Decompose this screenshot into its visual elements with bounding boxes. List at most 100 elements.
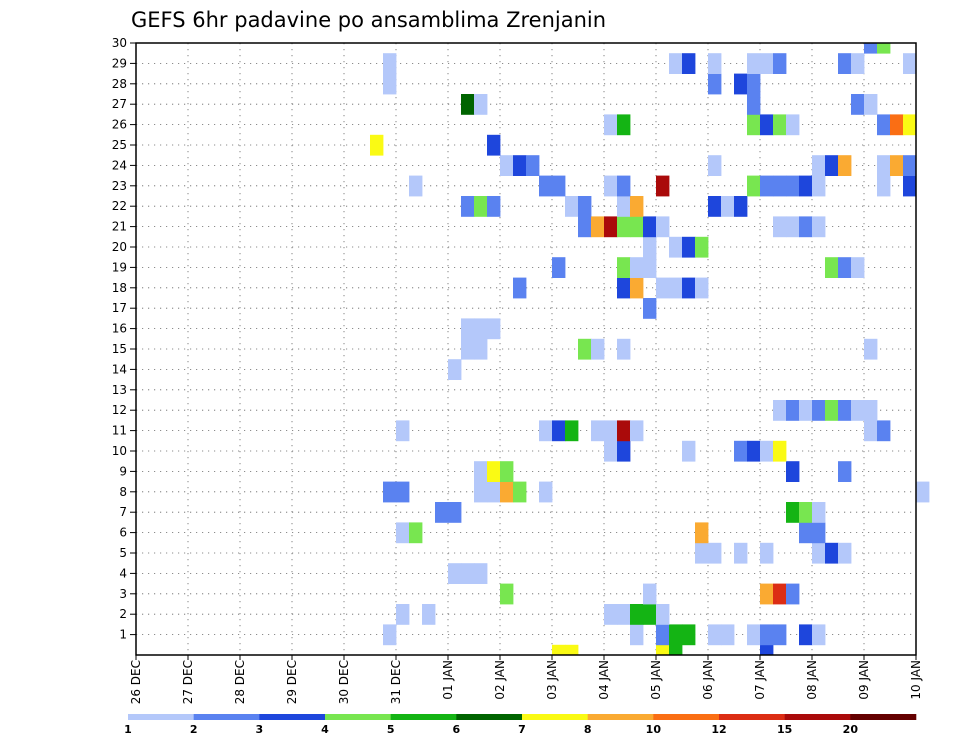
heatmap-cell (864, 338, 878, 360)
heatmap-cell (656, 624, 670, 646)
heatmap-cell (656, 216, 670, 238)
heatmap-cell (825, 400, 839, 421)
heatmap-cell (383, 481, 397, 503)
heatmap-cell (474, 481, 488, 503)
legend-level-label: 15 (777, 723, 792, 736)
heatmap-cells (370, 43, 930, 656)
heatmap-cell (539, 481, 553, 503)
heatmap-cell (708, 53, 722, 74)
heatmap-cell (500, 461, 514, 482)
legend-level-label: 7 (518, 723, 526, 736)
heatmap-cell (513, 155, 527, 176)
y-tick-label: 30 (112, 36, 127, 50)
legend-level-label: 3 (256, 723, 264, 736)
x-tick-label: 04 JAN (597, 660, 611, 700)
heatmap-cell (461, 196, 475, 217)
heatmap-cell (643, 583, 657, 605)
heatmap-cell (682, 440, 696, 462)
heatmap-cell (591, 420, 605, 442)
heatmap-cell (799, 175, 813, 197)
heatmap-cell (409, 522, 423, 544)
y-tick-label: 3 (119, 587, 127, 601)
heatmap-cell (617, 216, 631, 238)
x-tick-label: 06 JAN (701, 660, 715, 700)
heatmap-cell (474, 338, 488, 360)
heatmap-cell (656, 277, 670, 299)
heatmap-cell (669, 644, 683, 656)
heatmap-cell (682, 53, 696, 74)
heatmap-cell (604, 175, 618, 197)
y-axis: 1234567891011121314151617181920212223242… (112, 36, 136, 642)
heatmap-cell (682, 624, 696, 646)
heatmap-cell (630, 257, 644, 278)
heatmap-cell (890, 114, 904, 136)
y-tick-label: 21 (112, 220, 127, 234)
legend-swatch (850, 714, 917, 720)
heatmap-cell (851, 53, 865, 74)
heatmap-cell (591, 216, 605, 238)
heatmap-cell (565, 644, 579, 656)
chart-title: GEFS 6hr padavine po ansamblima Zrenjani… (131, 8, 606, 32)
heatmap-cell (630, 196, 644, 217)
heatmap-cell (630, 624, 644, 646)
heatmap-cell (656, 644, 670, 656)
heatmap-cell (747, 94, 761, 115)
legend-level-label: 12 (711, 723, 726, 736)
heatmap-cell (773, 216, 787, 238)
heatmap-cell (578, 338, 592, 360)
heatmap-cell (799, 624, 813, 646)
heatmap-cell (747, 175, 761, 197)
heatmap-cell (422, 604, 436, 625)
heatmap-cell (487, 481, 501, 503)
color-legend: 1 2 3 4 5 6 7 8 10 12 15 20 (124, 714, 917, 736)
y-tick-label: 8 (119, 485, 127, 499)
heatmap-cell (773, 440, 787, 462)
heatmap-cell (617, 277, 631, 299)
heatmap-cell (604, 440, 618, 462)
y-tick-label: 11 (112, 424, 127, 438)
heatmap-cell (825, 257, 839, 278)
heatmap-cell (669, 624, 683, 646)
heatmap-cell (747, 440, 761, 462)
heatmap-cell (643, 216, 657, 238)
heatmap-cell (617, 175, 631, 197)
heatmap-cell (799, 400, 813, 421)
heatmap-cell (773, 53, 787, 74)
heatmap-cell (383, 73, 397, 95)
heatmap-cell (448, 502, 462, 523)
heatmap-cell (838, 542, 852, 564)
heatmap-cell (864, 94, 878, 115)
heatmap-cell (812, 175, 826, 197)
heatmap-cell (487, 318, 501, 340)
heatmap-cell (786, 114, 800, 136)
heatmap-cell (552, 175, 566, 197)
heatmap-cell (578, 196, 592, 217)
heatmap-cell (500, 481, 514, 503)
heatmap-cell (708, 624, 722, 646)
heatmap-cell (721, 624, 735, 646)
heatmap-cell (734, 440, 748, 462)
heatmap-cell (773, 175, 787, 197)
heatmap-cell (383, 624, 397, 646)
y-tick-label: 24 (112, 158, 127, 172)
heatmap-cell (760, 53, 774, 74)
y-tick-label: 10 (112, 444, 127, 458)
heatmap-cell (786, 461, 800, 482)
heatmap-cell (838, 400, 852, 421)
heatmap-cell (773, 400, 787, 421)
heatmap-cell (630, 277, 644, 299)
heatmap-cell (760, 175, 774, 197)
legend-swatch (193, 714, 260, 720)
heatmap-cell (487, 461, 501, 482)
y-tick-label: 15 (112, 342, 127, 356)
x-tick-label: 10 JAN (909, 660, 923, 700)
heatmap-cell (396, 420, 410, 442)
x-tick-label: 31 DEC (389, 660, 403, 704)
heatmap-cell (461, 318, 475, 340)
y-tick-label: 27 (112, 97, 127, 111)
heatmap-cell (877, 114, 891, 136)
legend-swatch (587, 714, 654, 720)
x-tick-label: 02 JAN (493, 660, 507, 700)
heatmap-cell (708, 542, 722, 564)
heatmap-cell (396, 604, 410, 625)
